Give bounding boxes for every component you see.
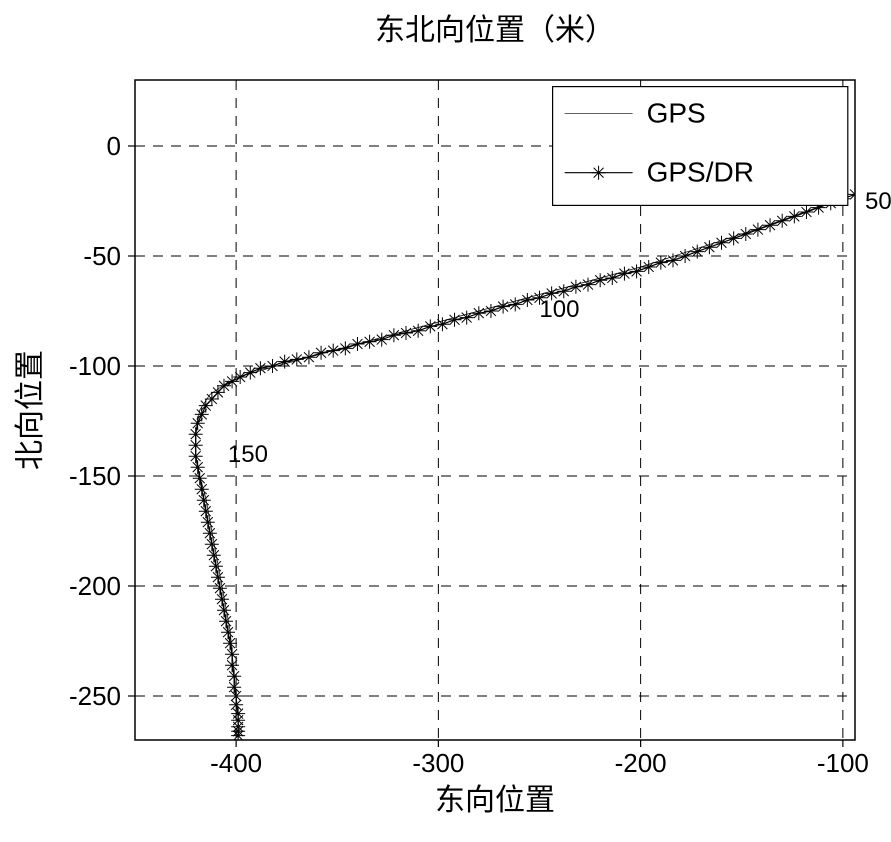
legend-label: GPS/DR [647, 157, 754, 188]
legend-label: GPS [647, 97, 706, 128]
inline-point-label: 100 [539, 296, 579, 323]
chart-title: 东北向位置（米） [375, 14, 615, 47]
y-tick-label: -250 [69, 681, 121, 711]
y-tick-label: 0 [107, 131, 121, 161]
x-tick-label: -400 [210, 748, 262, 778]
x-tick-label: -300 [412, 748, 464, 778]
y-axis-label: 北向位置 [14, 350, 47, 470]
inline-point-label: 150 [228, 441, 268, 468]
y-tick-label: -150 [69, 461, 121, 491]
x-tick-label: -200 [615, 748, 667, 778]
x-tick-label: -100 [817, 748, 869, 778]
y-tick-label: -200 [69, 571, 121, 601]
y-tick-label: -50 [83, 241, 121, 271]
trajectory-chart: -400 -300 -200 -100 -250 -200 -150 -100 -50 0 东北向位… [0, 0, 891, 842]
legend: GPS GPS/DR [553, 87, 848, 206]
inline-point-label: 50 [865, 188, 891, 215]
y-tick-label: -100 [69, 351, 121, 381]
x-axis-label: 东向位置 [435, 784, 555, 817]
